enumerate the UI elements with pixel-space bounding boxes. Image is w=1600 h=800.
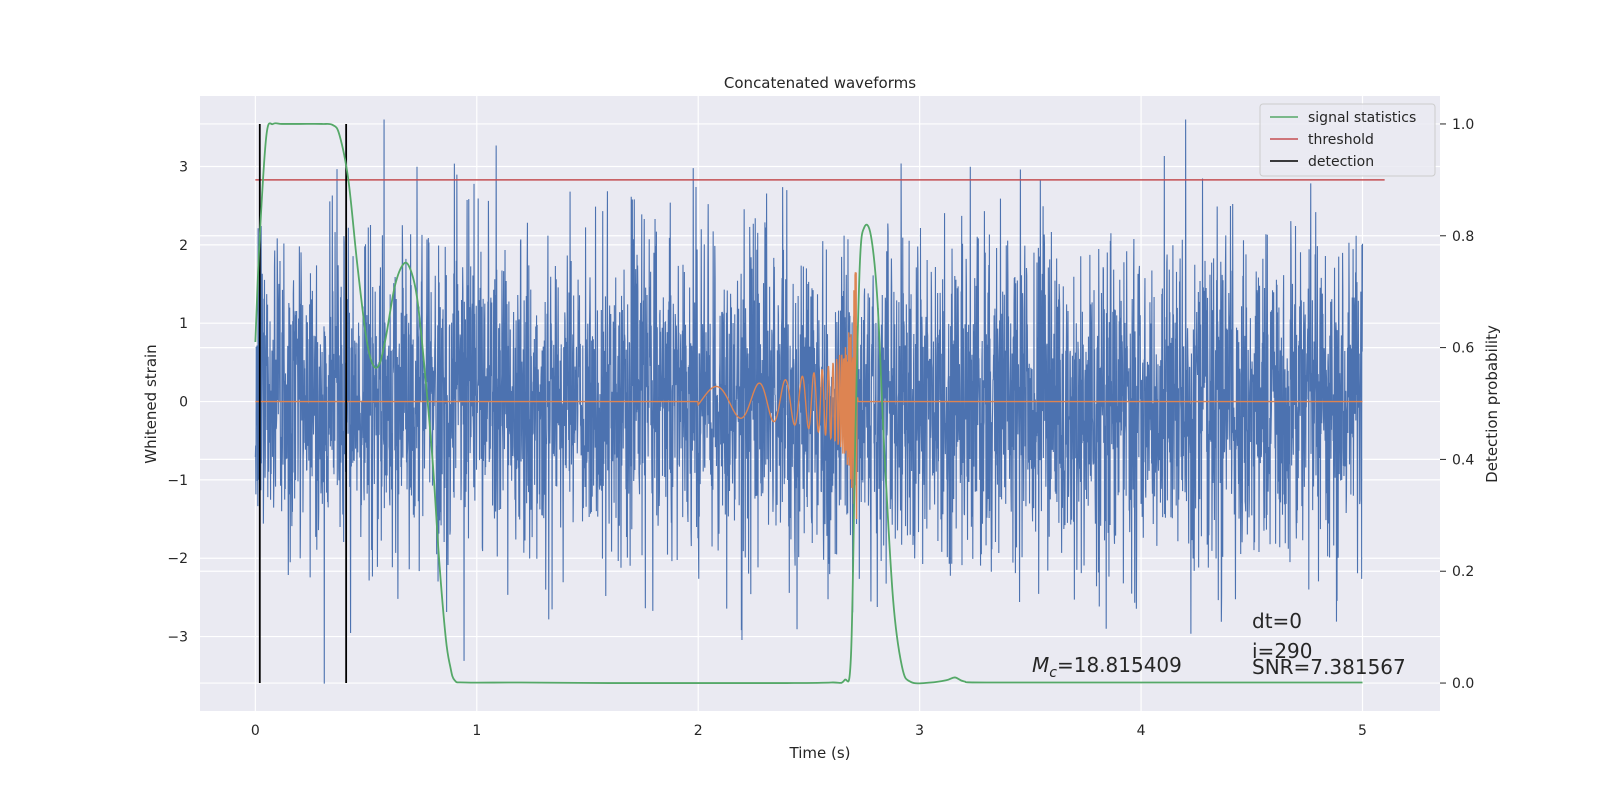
- annotation-mc: Mc=18.815409: [1032, 653, 1182, 681]
- detection-series: [258, 123, 348, 684]
- mc-symbol: M: [1032, 653, 1049, 677]
- legend-label-detection: detection: [1308, 154, 1374, 170]
- y2-tick-label: 1.0: [1452, 117, 1474, 133]
- noise-line: [254, 119, 1364, 684]
- svg-text:Mc=18.815409: Mc=18.815409: [1032, 653, 1182, 681]
- annotation-snr: SNR=7.381567: [1252, 655, 1406, 679]
- legend-label-threshold: threshold: [1308, 132, 1374, 148]
- signal-statistics-line: [254, 122, 1363, 685]
- y2-tick-label: 0.6: [1452, 341, 1474, 357]
- annotation-i: i=290: [1252, 639, 1313, 663]
- chart-title: Concatenated waveforms: [724, 74, 916, 92]
- legend-label-signal-statistics: signal statistics: [1308, 110, 1416, 126]
- y2-tick-label: 0.0: [1452, 676, 1474, 692]
- x-tick-label: 1: [472, 723, 481, 739]
- x-axis-label: Time (s): [789, 744, 851, 762]
- y-tick-label: −1: [167, 473, 188, 489]
- signal-statistics-series: [254, 122, 1363, 685]
- y2-tick-label: 0.4: [1452, 452, 1474, 468]
- x-tick-label: 0: [251, 723, 260, 739]
- x-tick-label: 2: [694, 723, 703, 739]
- y-axis-label: Whitened strain: [142, 344, 160, 463]
- y2-axis-label: Detection probability: [1483, 325, 1501, 483]
- x-tick-label: 3: [915, 723, 924, 739]
- y-tick-label: 0: [179, 395, 188, 411]
- ticks: 0 1 2 3 4 5 −3 −2 −1 0 1 2 3 0.0 0.2 0.4 0.6 0.8 1.0: [167, 117, 1474, 739]
- waveform-series: [255, 272, 1363, 520]
- noise-series: [254, 119, 1364, 684]
- x-tick-label: 5: [1358, 723, 1367, 739]
- mc-subscript: c: [1049, 665, 1057, 681]
- y-tick-label: 2: [179, 238, 188, 254]
- legend-box: [1259, 103, 1436, 177]
- waveform-line: [255, 272, 1363, 520]
- y-tick-label: −2: [167, 551, 188, 567]
- y-tick-label: 3: [179, 160, 188, 176]
- legend: signal statistics threshold detection: [1259, 103, 1436, 177]
- y2-tick-label: 0.8: [1452, 229, 1474, 245]
- mc-value: =18.815409: [1057, 653, 1182, 677]
- y-tick-label: 1: [179, 316, 188, 332]
- y2-tick-label: 0.2: [1452, 564, 1474, 580]
- y-tick-label: −3: [167, 630, 188, 646]
- x-tick-label: 4: [1137, 723, 1146, 739]
- annotation-dt: dt=0: [1252, 609, 1302, 633]
